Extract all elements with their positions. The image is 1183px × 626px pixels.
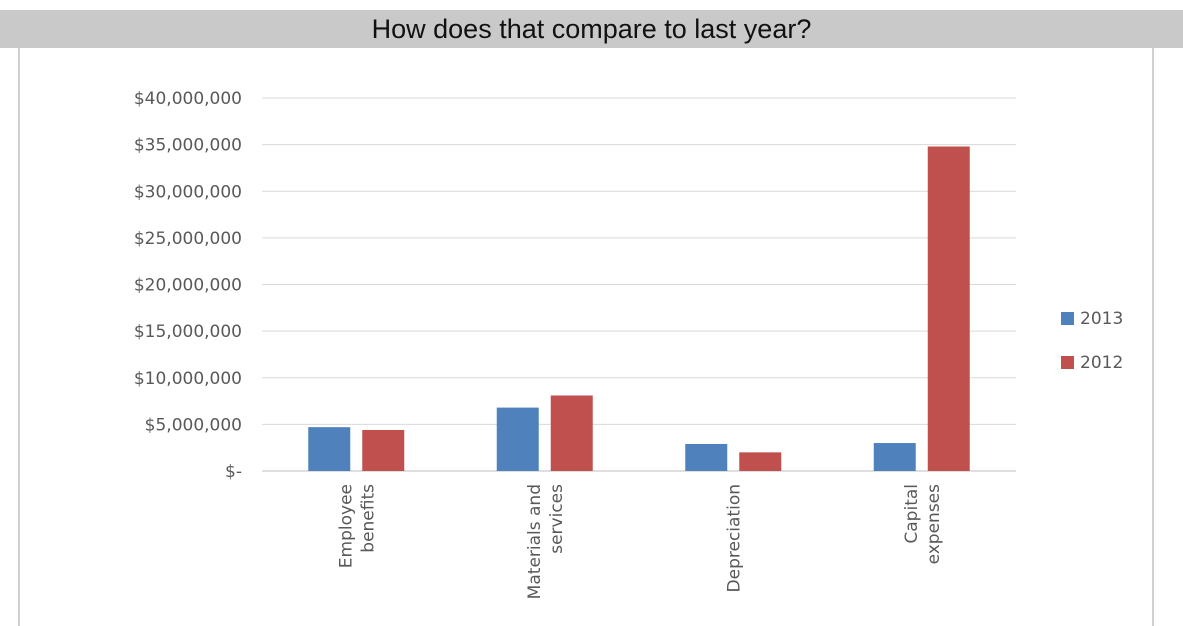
- y-tick-label: $-: [225, 462, 242, 482]
- x-tick-label-group: Materials and services: [525, 484, 567, 599]
- y-tick-label: $30,000,000: [134, 182, 242, 202]
- y-tick-label: $20,000,000: [134, 276, 242, 296]
- y-tick-label: $35,000,000: [134, 136, 242, 156]
- bar-2013: [873, 443, 916, 471]
- x-tick-label: Depreciation: [724, 484, 744, 592]
- y-tick-label: $25,000,000: [134, 229, 242, 249]
- x-tick-label: expenses: [924, 484, 944, 565]
- legend-label-2012: 2012: [1080, 353, 1123, 373]
- page-title: How does that compare to last year?: [371, 14, 812, 44]
- y-tick-label: $15,000,000: [134, 322, 242, 342]
- x-tick-label: benefits: [358, 484, 378, 553]
- x-tick-label-group: Depreciation: [724, 484, 744, 592]
- bar-2012: [550, 395, 593, 471]
- chart-frame: [18, 48, 1154, 626]
- bar-2012: [927, 146, 970, 472]
- x-tick-label-group: Capital expenses: [902, 484, 944, 565]
- bar-2013: [685, 443, 728, 471]
- bar-2013: [308, 427, 351, 471]
- x-tick-label: Capital: [902, 484, 922, 544]
- title-bar: How does that compare to last year?: [0, 10, 1183, 48]
- x-tick-label-group: Employee benefits: [336, 484, 378, 568]
- bar-2012: [739, 452, 782, 471]
- x-tick-label: Materials and: [525, 484, 545, 599]
- x-tick-label: Employee: [336, 484, 356, 568]
- legend-swatch-2012: [1061, 356, 1074, 369]
- legend-label-2013: 2013: [1080, 309, 1123, 329]
- y-tick-label: $5,000,000: [145, 415, 242, 435]
- y-tick-label: $10,000,000: [134, 369, 242, 389]
- x-tick-label: services: [547, 484, 567, 554]
- bar-2012: [362, 429, 405, 471]
- y-tick-label: $40,000,000: [134, 89, 242, 109]
- legend-swatch-2013: [1061, 312, 1074, 325]
- bar-2013: [496, 407, 539, 471]
